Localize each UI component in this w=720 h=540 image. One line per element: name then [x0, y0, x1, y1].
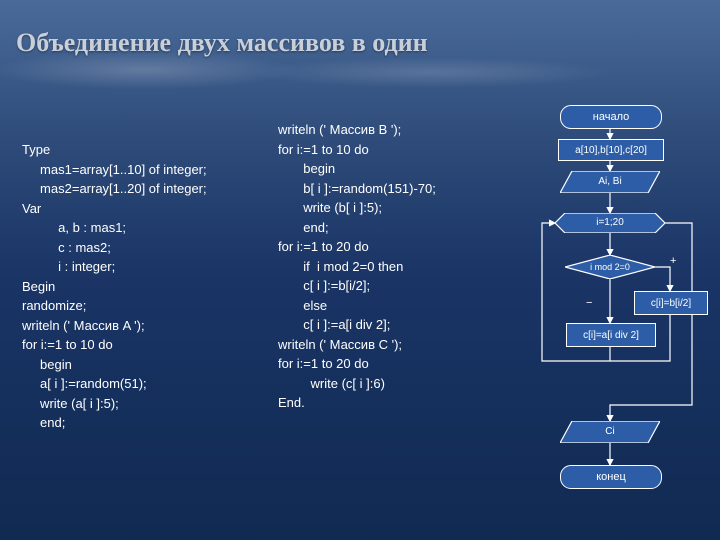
flow-false-branch: c[i]=a[i div 2]	[566, 323, 656, 347]
flow-output-c-text: Ci	[605, 426, 614, 437]
flow-input-ab: Ai, Bi	[560, 171, 660, 193]
page-title: Объединение двух массивов в один	[16, 28, 428, 58]
flow-declare: a[10],b[10],c[20]	[558, 139, 664, 161]
label-minus: −	[586, 297, 592, 309]
flow-false-text: c[i]=a[i div 2]	[583, 330, 639, 341]
flow-loop-text: i=1;20	[596, 217, 624, 228]
flow-condition: i mod 2=0	[565, 255, 655, 279]
flow-end: конец	[560, 465, 662, 489]
flow-start: начало	[560, 105, 662, 129]
flow-true-text: c[i]=b[i/2]	[651, 298, 691, 309]
flow-declare-text: a[10],b[10],c[20]	[575, 145, 647, 156]
flow-condition-text: i mod 2=0	[590, 262, 630, 272]
flow-true-branch: c[i]=b[i/2]	[634, 291, 708, 315]
code-column-left: Type mas1=array[1..10] of integer; mas2=…	[22, 140, 262, 433]
label-plus: +	[670, 255, 676, 267]
flow-output-c: Ci	[560, 421, 660, 443]
code-column-right: writeln (' Массив B '); for i:=1 to 10 d…	[278, 120, 498, 413]
flow-loop: i=1;20	[555, 213, 665, 233]
flow-input-ab-text: Ai, Bi	[598, 176, 621, 187]
flowchart: начало a[10],b[10],c[20] Ai, Bi i=1;20 i…	[510, 105, 710, 535]
